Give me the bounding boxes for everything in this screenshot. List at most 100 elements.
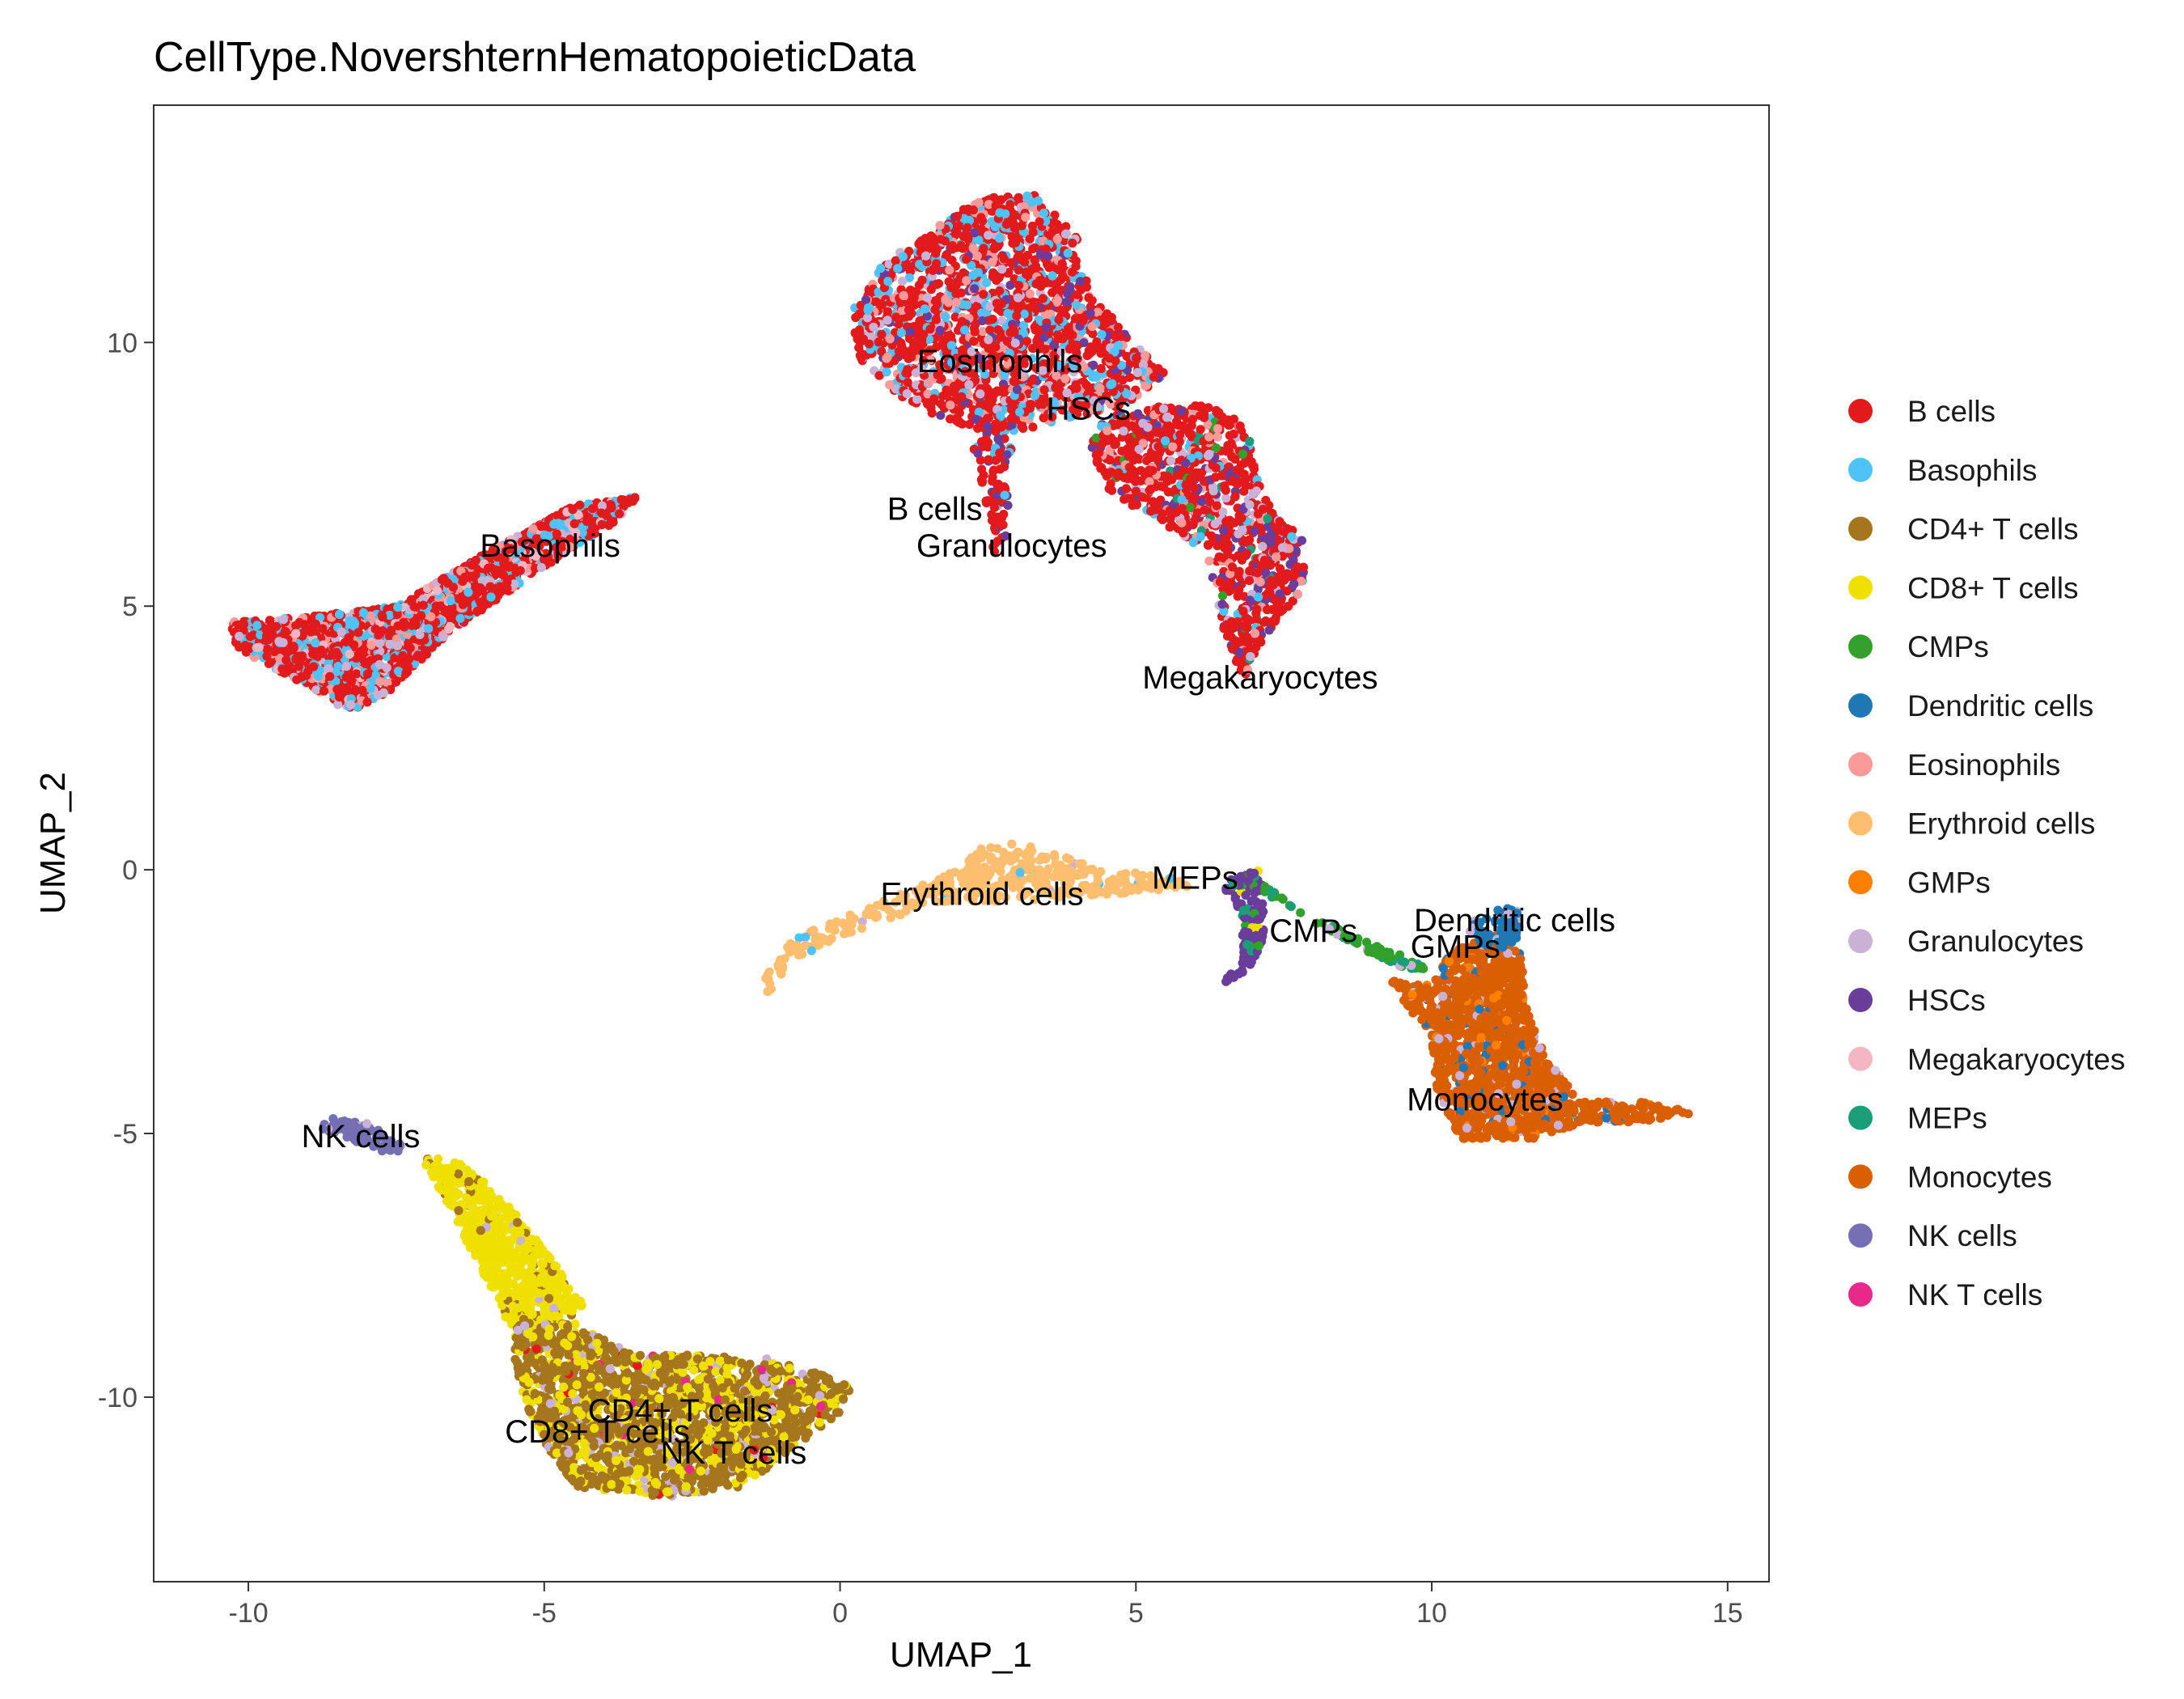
data-point — [1121, 484, 1131, 494]
data-point — [362, 669, 372, 679]
data-point — [1250, 629, 1259, 638]
data-point — [1196, 532, 1205, 542]
data-point — [941, 294, 950, 304]
data-point — [1150, 505, 1160, 515]
data-point — [946, 400, 955, 410]
data-point — [393, 667, 404, 676]
data-point — [552, 511, 562, 520]
data-point — [885, 380, 895, 390]
data-point — [863, 306, 873, 316]
data-point — [375, 677, 385, 687]
data-point — [997, 265, 1007, 274]
data-point — [1238, 636, 1247, 646]
data-point — [921, 251, 931, 261]
data-point — [882, 367, 891, 377]
data-point — [958, 243, 967, 252]
data-point — [1185, 502, 1195, 512]
data-point — [1043, 252, 1053, 261]
data-point — [399, 617, 408, 627]
data-point — [929, 234, 938, 244]
data-point — [871, 297, 881, 307]
data-point — [349, 640, 359, 650]
data-point — [413, 650, 423, 660]
data-point — [954, 417, 964, 426]
data-point — [1289, 579, 1299, 589]
data-point — [269, 646, 280, 657]
data-point — [976, 213, 986, 222]
data-point — [857, 349, 866, 358]
data-point — [854, 325, 865, 335]
data-point — [289, 642, 298, 651]
data-point — [1258, 541, 1268, 552]
data-point — [1234, 551, 1243, 561]
data-point — [1078, 316, 1088, 325]
data-point — [1245, 566, 1255, 576]
data-point — [278, 615, 288, 625]
data-point — [1146, 453, 1156, 463]
data-point — [477, 585, 487, 595]
data-point — [1103, 316, 1112, 325]
data-point — [869, 322, 878, 332]
data-point — [245, 632, 255, 642]
data-point — [1297, 536, 1306, 545]
data-point — [1091, 343, 1101, 353]
data-point — [1200, 505, 1209, 515]
data-point — [1234, 585, 1244, 595]
data-point — [861, 295, 871, 305]
data-point — [424, 624, 434, 633]
data-point — [952, 211, 962, 221]
data-point — [1275, 606, 1285, 616]
data-point — [940, 236, 950, 246]
data-point — [1162, 426, 1172, 436]
data-point — [926, 285, 936, 294]
data-point — [1124, 463, 1134, 472]
data-point — [984, 335, 993, 345]
data-point — [432, 586, 442, 595]
data-point — [902, 389, 912, 399]
data-point — [1110, 331, 1120, 341]
data-point — [903, 261, 912, 270]
data-point — [1264, 625, 1274, 635]
data-point — [1156, 481, 1166, 491]
data-point — [920, 304, 930, 314]
data-point — [1211, 463, 1221, 473]
data-point — [1261, 616, 1271, 626]
data-point — [1068, 267, 1077, 277]
data-point — [1181, 458, 1191, 468]
data-point — [1213, 432, 1222, 442]
data-point — [366, 640, 376, 650]
data-point — [1238, 525, 1247, 535]
data-point — [945, 331, 954, 341]
data-point — [1022, 267, 1031, 277]
data-point — [392, 641, 402, 650]
data-point — [1052, 234, 1062, 244]
data-point — [1006, 258, 1016, 268]
data-point — [1092, 371, 1102, 381]
data-point — [1162, 472, 1173, 481]
data-point — [1031, 304, 1041, 314]
data-point — [876, 264, 886, 273]
data-point — [346, 700, 356, 710]
data-point — [1293, 589, 1303, 600]
data-point — [299, 620, 309, 629]
data-point — [951, 298, 961, 307]
data-point — [905, 326, 915, 336]
data-point — [1266, 530, 1276, 540]
data-point — [915, 316, 925, 326]
data-point — [324, 664, 333, 674]
data-point — [264, 635, 273, 645]
data-point — [1048, 288, 1057, 298]
data-point — [292, 675, 302, 684]
data-point — [968, 243, 978, 252]
data-point — [977, 316, 987, 326]
data-point — [1057, 259, 1067, 269]
data-point — [333, 700, 343, 710]
data-point — [1181, 480, 1191, 490]
data-point — [1131, 486, 1141, 496]
data-point — [254, 642, 264, 652]
data-point — [1021, 212, 1031, 222]
data-point — [968, 270, 978, 280]
data-point — [931, 315, 941, 324]
data-point — [1242, 623, 1252, 633]
